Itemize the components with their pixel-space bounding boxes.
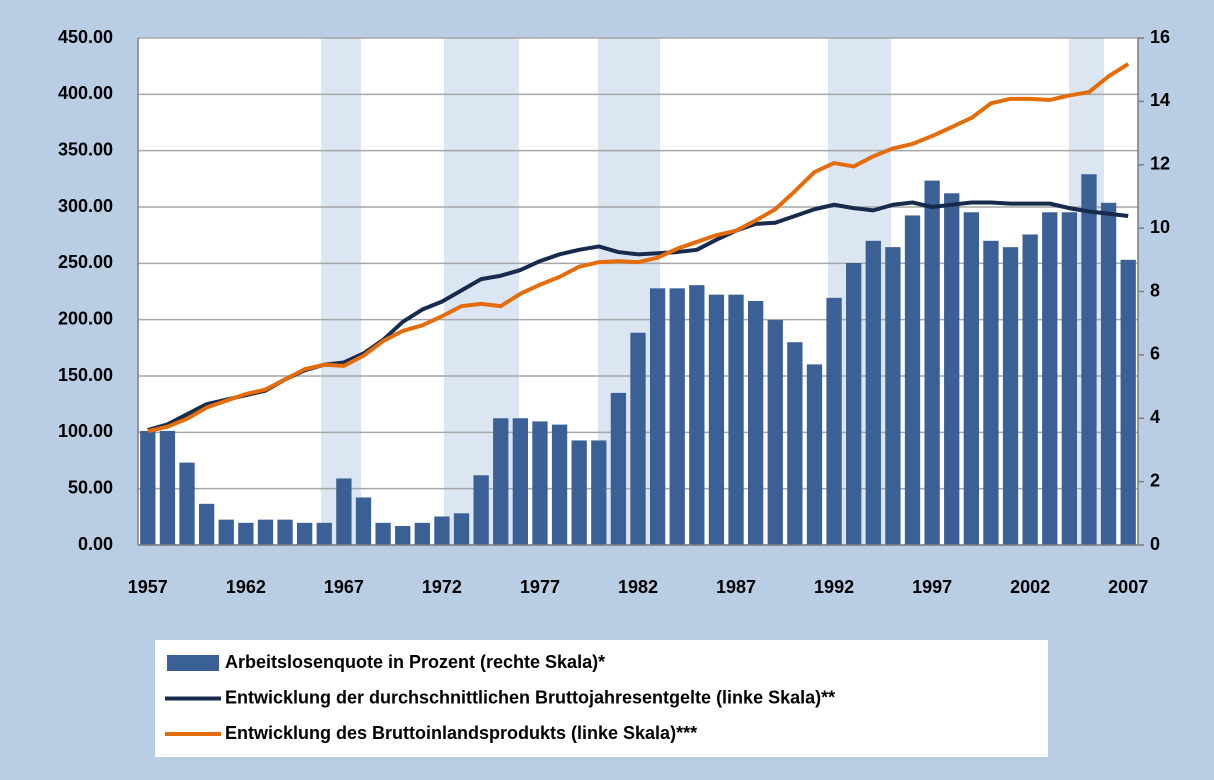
bar (179, 462, 195, 545)
x-tick-label: 1982 (618, 577, 658, 597)
legend-label: Entwicklung der durchschnittlichen Brutt… (225, 687, 835, 707)
bar (787, 342, 803, 545)
y2-tick-label: 16 (1150, 27, 1170, 47)
bar (512, 418, 528, 545)
x-tick-label: 2002 (1010, 577, 1050, 597)
bar (198, 503, 215, 545)
bar (414, 522, 430, 545)
y-tick-label: 50.00 (68, 477, 113, 497)
bar (277, 519, 293, 545)
bar (806, 364, 823, 545)
x-tick-label: 1972 (422, 577, 462, 597)
bar (1002, 247, 1019, 545)
x-tick-label: 1957 (128, 577, 168, 597)
x-tick-label: 1967 (324, 577, 364, 597)
y2-tick-label: 6 (1150, 344, 1160, 364)
y2-tick-label: 2 (1150, 470, 1160, 490)
bar (728, 294, 744, 545)
bar (453, 513, 470, 545)
bar (767, 320, 783, 545)
y-tick-label: 200.00 (58, 308, 113, 328)
bar (218, 519, 234, 545)
bar (1081, 174, 1097, 545)
legend-label: Arbeitslosenquote in Prozent (rechte Ska… (225, 652, 605, 672)
bar (865, 240, 881, 546)
x-tick-label: 2007 (1108, 577, 1148, 597)
bar (1042, 212, 1058, 545)
y-tick-label: 450.00 (58, 27, 113, 47)
bar (257, 519, 274, 545)
bar (493, 418, 509, 545)
bar (1061, 212, 1078, 545)
bar (1100, 202, 1117, 545)
bar (532, 421, 548, 545)
bar (1120, 259, 1136, 545)
y2-tick-label: 0 (1150, 534, 1160, 554)
bar (297, 522, 313, 545)
y-tick-label: 100.00 (58, 421, 113, 441)
y-tick-label: 300.00 (58, 196, 113, 216)
bar (159, 430, 176, 545)
bar (669, 288, 685, 545)
x-tick-label: 1992 (814, 577, 854, 597)
bar (316, 522, 332, 545)
bar (689, 285, 705, 545)
bar (885, 247, 901, 545)
line (147, 62, 1130, 434)
bar (140, 430, 156, 545)
legend-label: Entwicklung des Bruttoinlandsprodukts (l… (225, 723, 697, 743)
y2-tick-label: 14 (1150, 90, 1170, 110)
bar (375, 522, 391, 545)
bar (610, 392, 627, 545)
shade (598, 38, 660, 545)
y-tick-label: 150.00 (58, 365, 113, 385)
bar (924, 180, 940, 545)
bar (434, 516, 450, 545)
x-tick-label: 1997 (912, 577, 952, 597)
bar (473, 475, 489, 545)
bar (904, 215, 921, 545)
bar (649, 288, 666, 545)
shade (321, 38, 361, 545)
bar (826, 297, 842, 545)
bar (748, 301, 764, 545)
y2-tick-label: 8 (1150, 280, 1160, 300)
bar (708, 294, 725, 545)
y-tick-label: 0.00 (78, 534, 113, 554)
bar (963, 212, 979, 545)
bar (551, 424, 568, 545)
legend-swatch (167, 655, 219, 671)
bar (591, 440, 607, 545)
bar (395, 525, 411, 545)
legend (155, 640, 1048, 757)
y-tick-label: 250.00 (58, 252, 113, 272)
bar (630, 332, 646, 545)
y-tick-label: 350.00 (58, 139, 113, 159)
x-tick-label: 1962 (226, 577, 266, 597)
y2-tick-label: 4 (1150, 407, 1160, 427)
bar (944, 193, 960, 546)
bar (846, 262, 862, 545)
bar (1022, 234, 1038, 545)
x-tick-label: 1977 (520, 577, 560, 597)
y-tick-label: 400.00 (58, 83, 113, 103)
bar (336, 478, 352, 545)
bar (238, 522, 254, 545)
bar (355, 497, 372, 545)
x-tick-label: 1987 (716, 577, 756, 597)
bar (571, 440, 587, 545)
bar (983, 240, 999, 546)
y2-tick-label: 12 (1150, 154, 1170, 174)
y2-tick-label: 10 (1150, 217, 1170, 237)
